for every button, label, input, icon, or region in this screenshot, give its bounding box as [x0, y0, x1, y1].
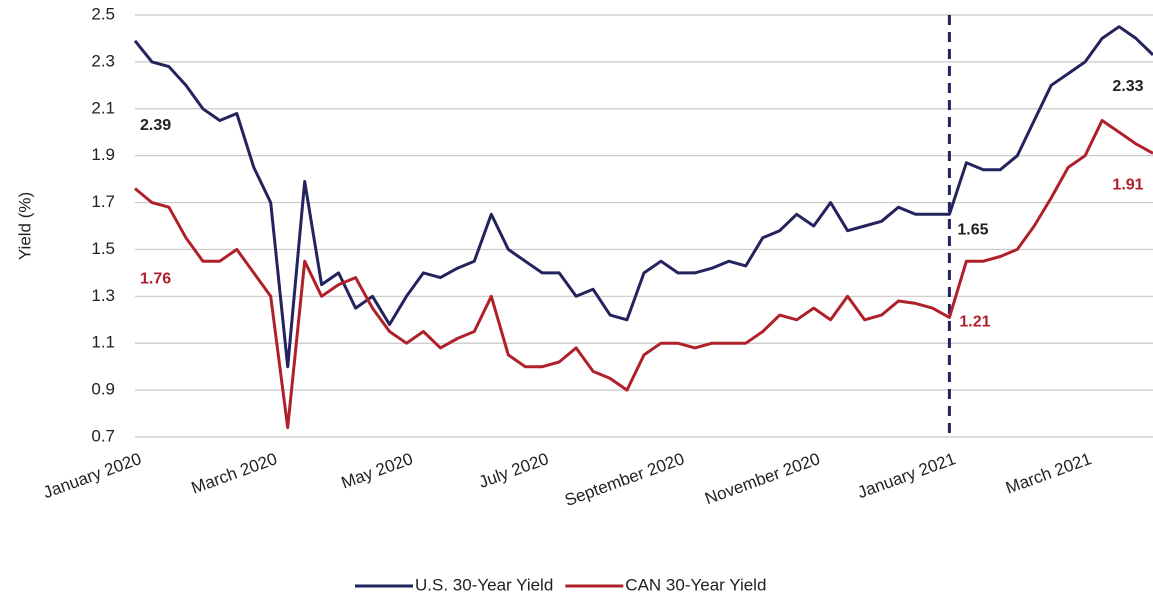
- x-tick-label: July 2020: [476, 449, 551, 492]
- x-tick-label: May 2020: [339, 449, 416, 492]
- data-label: 1.65: [957, 221, 988, 238]
- data-label: 2.39: [140, 117, 171, 134]
- y-tick-label: 2.5: [91, 4, 115, 23]
- x-tick-label: January 2021: [855, 449, 958, 502]
- data-label: 1.91: [1112, 177, 1143, 194]
- x-tick-label: January 2020: [41, 449, 144, 502]
- y-tick-label: 0.9: [91, 380, 115, 399]
- x-tick-label: November 2020: [702, 449, 822, 508]
- data-label: 1.21: [959, 314, 990, 331]
- y-tick-label: 2.1: [91, 98, 115, 117]
- x-tick-label: September 2020: [562, 449, 687, 510]
- x-tick-label: March 2020: [189, 449, 280, 498]
- y-tick-label: 1.7: [91, 192, 115, 211]
- y-tick-label: 1.1: [91, 333, 115, 352]
- x-tick-label: March 2021: [1003, 449, 1094, 498]
- legend-label: CAN 30-Year Yield: [625, 575, 766, 594]
- y-tick-label: 1.3: [91, 286, 115, 305]
- y-tick-label: 1.9: [91, 145, 115, 164]
- data-label: 2.33: [1112, 78, 1143, 95]
- y-tick-label: 1.5: [91, 239, 115, 258]
- series-line: [133, 25, 1153, 369]
- series-line: [134, 119, 1153, 430]
- y-tick-label: 0.7: [91, 426, 115, 445]
- y-axis-label: Yield (%): [15, 192, 34, 260]
- data-label: 1.76: [140, 271, 171, 288]
- y-tick-label: 2.3: [91, 51, 115, 70]
- legend-label: U.S. 30-Year Yield: [415, 575, 553, 594]
